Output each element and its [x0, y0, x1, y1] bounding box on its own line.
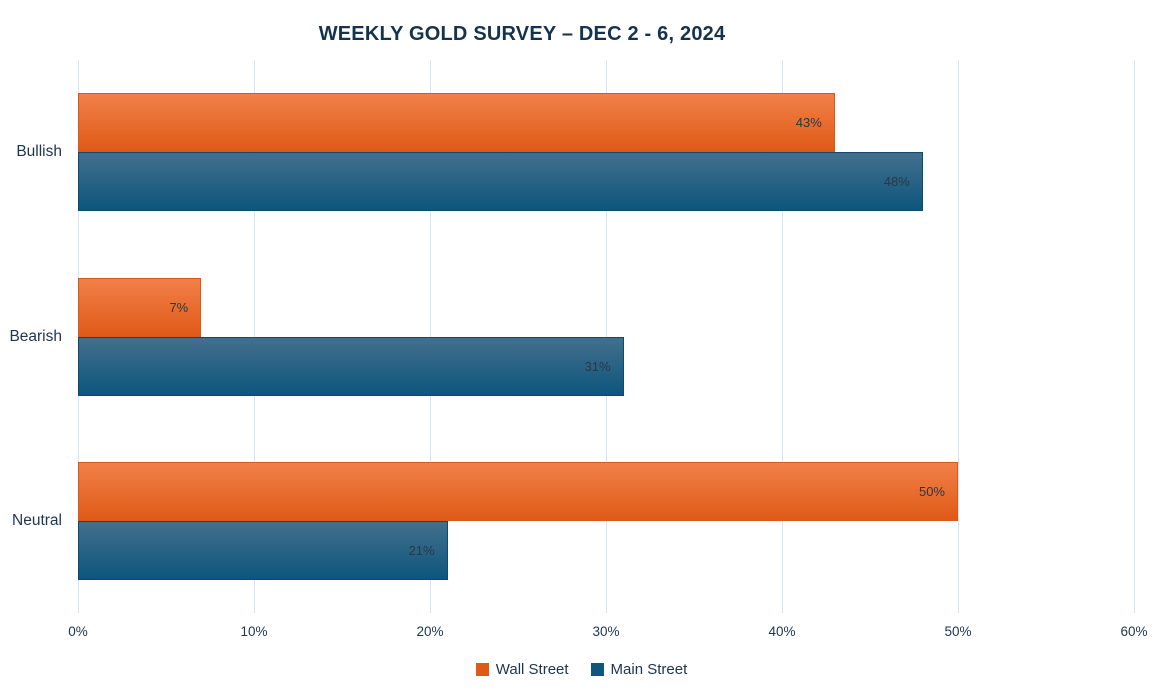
- value-label: 48%: [883, 174, 910, 190]
- x-axis-tick-label: 20%: [416, 624, 444, 639]
- legend-item-wall-street: Wall Street: [475, 661, 569, 678]
- legend-item-main-street: Main Street: [590, 661, 688, 678]
- plot-area: 43% 48% 7% 31% 50% 21%: [77, 60, 1135, 613]
- chart-legend: Wall Street Main Street: [0, 661, 1163, 678]
- legend-swatch-icon: [590, 663, 604, 676]
- legend-label: Main Street: [610, 661, 688, 678]
- x-axis-tick-label: 30%: [592, 624, 620, 639]
- bar-main-street-neutral: 21%: [78, 520, 448, 580]
- legend-swatch-icon: [475, 663, 489, 676]
- value-label: 50%: [918, 483, 945, 499]
- x-axis-tick-label: 60%: [1120, 624, 1148, 639]
- value-label: 31%: [584, 358, 611, 374]
- category-label: Bullish: [16, 143, 62, 161]
- bar-wall-street-bullish: 43%: [78, 93, 835, 153]
- legend-label: Wall Street: [495, 661, 569, 678]
- x-axis-tick-label: 0%: [68, 624, 88, 639]
- x-axis-tick-label: 10%: [240, 624, 268, 639]
- category-label: Bearish: [9, 327, 62, 345]
- gridline: [781, 60, 783, 613]
- value-label: 21%: [408, 542, 435, 558]
- chart-title: WEEKLY GOLD SURVEY – DEC 2 - 6, 2024: [318, 23, 726, 45]
- gridline: [1133, 60, 1135, 613]
- bar-wall-street-bearish: 7%: [78, 277, 202, 337]
- bar-wall-street-neutral: 50%: [78, 461, 958, 521]
- gridline: [957, 60, 959, 613]
- bar-main-street-bearish: 31%: [78, 336, 624, 396]
- value-label: 43%: [795, 115, 822, 131]
- x-axis-tick-label: 50%: [944, 624, 972, 639]
- category-label: Neutral: [12, 511, 62, 529]
- bar-main-street-bullish: 48%: [78, 152, 923, 212]
- value-label: 7%: [169, 299, 189, 315]
- x-axis-tick-label: 40%: [768, 624, 796, 639]
